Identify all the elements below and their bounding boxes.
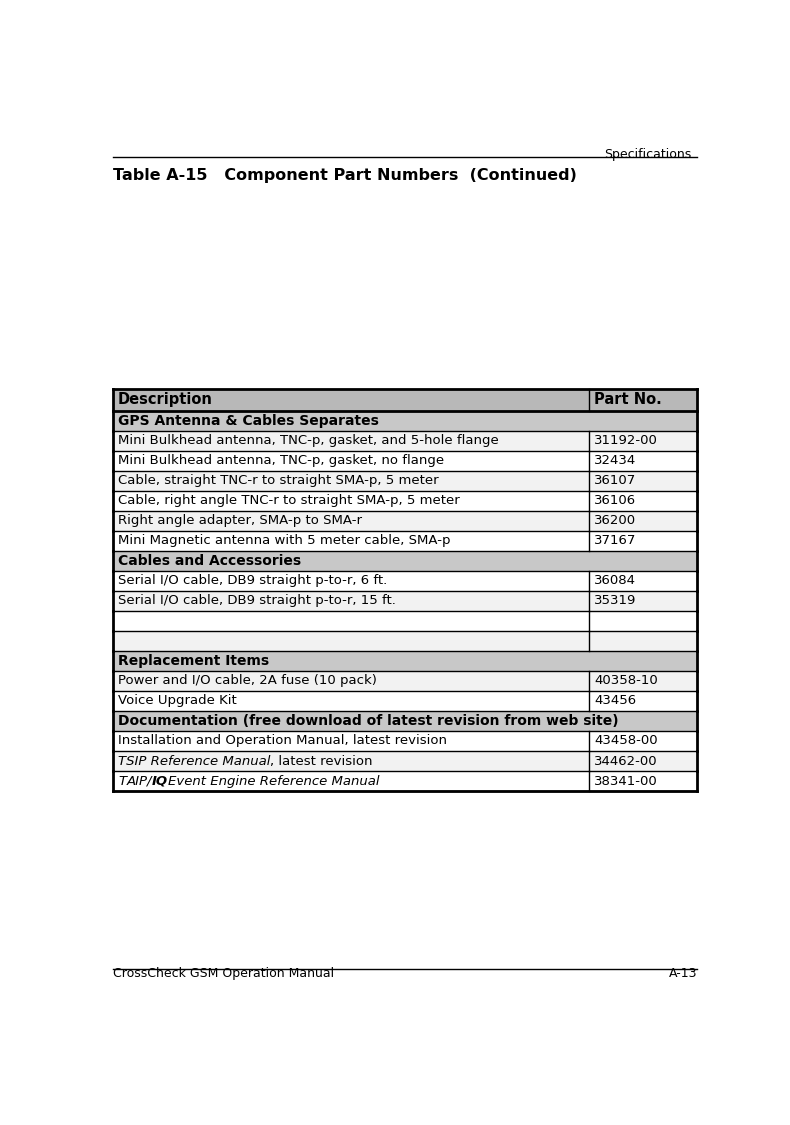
Bar: [113, 771, 697, 791]
Text: Right angle adapter, SMA-p to SMA-r: Right angle adapter, SMA-p to SMA-r: [118, 514, 362, 528]
Bar: [113, 490, 697, 511]
Bar: [113, 752, 697, 771]
Text: Cable, right angle TNC-r to straight SMA-p, 5 meter: Cable, right angle TNC-r to straight SMA…: [118, 494, 460, 507]
Text: 36107: 36107: [594, 475, 637, 487]
Text: 36106: 36106: [594, 494, 637, 507]
Text: 36200: 36200: [594, 514, 637, 528]
Bar: [113, 551, 697, 570]
Text: 32434: 32434: [594, 455, 637, 467]
Text: GPS Antenna & Cables Separates: GPS Antenna & Cables Separates: [118, 414, 379, 428]
Text: Event Engine Reference Manual: Event Engine Reference Manual: [167, 774, 379, 787]
Text: Mini Bulkhead antenna, TNC-p, gasket, no flange: Mini Bulkhead antenna, TNC-p, gasket, no…: [118, 455, 444, 467]
Text: Power and I/O cable, 2A fuse (10 pack): Power and I/O cable, 2A fuse (10 pack): [118, 674, 377, 687]
Bar: [113, 470, 697, 490]
Text: , latest revision: , latest revision: [270, 755, 373, 767]
Text: AIP/: AIP/: [126, 774, 152, 787]
Text: 36084: 36084: [594, 575, 637, 587]
Bar: [113, 591, 697, 611]
Text: 43458-00: 43458-00: [594, 735, 658, 747]
Text: Cables and Accessories: Cables and Accessories: [118, 554, 301, 568]
Text: Documentation (free download of latest revision from web site): Documentation (free download of latest r…: [118, 714, 619, 728]
Text: 31192-00: 31192-00: [594, 434, 658, 448]
Text: 35319: 35319: [594, 594, 637, 608]
Text: Description: Description: [118, 393, 213, 407]
Bar: [113, 570, 697, 591]
Bar: [113, 631, 697, 651]
Text: Replacement Items: Replacement Items: [118, 654, 269, 668]
Bar: [113, 431, 697, 451]
Text: Installation and Operation Manual, latest revision: Installation and Operation Manual, lates…: [118, 735, 447, 747]
Text: Mini Magnetic antenna with 5 meter cable, SMA-p: Mini Magnetic antenna with 5 meter cable…: [118, 534, 450, 547]
Text: 43456: 43456: [594, 694, 637, 708]
Bar: [113, 711, 697, 731]
Text: Mini Bulkhead antenna, TNC-p, gasket, and 5-hole flange: Mini Bulkhead antenna, TNC-p, gasket, an…: [118, 434, 498, 448]
Text: Serial I/O cable, DB9 straight p-to-r, 6 ft.: Serial I/O cable, DB9 straight p-to-r, 6…: [118, 575, 387, 587]
Text: Table A-15   Component Part Numbers  (Continued): Table A-15 Component Part Numbers (Conti…: [113, 168, 577, 183]
Text: TSIP Reference Manual: TSIP Reference Manual: [118, 755, 270, 767]
Text: Part No.: Part No.: [593, 393, 661, 407]
Text: Voice Upgrade Kit: Voice Upgrade Kit: [118, 694, 237, 708]
Bar: [113, 451, 697, 470]
Text: T: T: [118, 774, 126, 787]
Text: Serial I/O cable, DB9 straight p-to-r, 15 ft.: Serial I/O cable, DB9 straight p-to-r, 1…: [118, 594, 396, 608]
Bar: [113, 691, 697, 711]
Bar: [113, 511, 697, 531]
Text: 34462-00: 34462-00: [594, 755, 658, 767]
Text: Cable, straight TNC-r to straight SMA-p, 5 meter: Cable, straight TNC-r to straight SMA-p,…: [118, 475, 438, 487]
Text: 38341-00: 38341-00: [594, 774, 658, 787]
Bar: [113, 531, 697, 551]
Text: 37167: 37167: [594, 534, 637, 547]
Bar: [113, 411, 697, 431]
Text: A-13: A-13: [668, 966, 697, 980]
Bar: [113, 731, 697, 752]
Bar: [113, 651, 697, 670]
Bar: [113, 670, 697, 691]
Text: Specifications: Specifications: [604, 148, 691, 161]
Bar: [113, 389, 697, 411]
Text: CrossCheck GSM Operation Manual: CrossCheck GSM Operation Manual: [113, 966, 334, 980]
Text: IQ: IQ: [152, 774, 167, 787]
Bar: [113, 611, 697, 631]
Text: 40358-10: 40358-10: [594, 674, 658, 687]
